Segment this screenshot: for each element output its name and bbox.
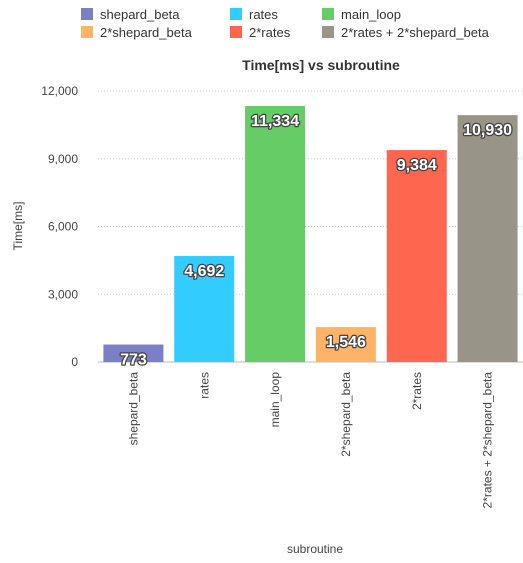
x-tick-label: main_loop	[268, 372, 282, 428]
y-tick-label: 9,000	[48, 152, 78, 166]
legend-label: shepard_beta	[100, 7, 180, 22]
x-tick-label: rates	[197, 372, 211, 399]
bar	[457, 115, 518, 362]
bars: 773 4,692 11,334 1,546 9,384 10,930	[103, 106, 518, 370]
legend-label: 2*rates + 2*shepard_beta	[341, 25, 490, 40]
x-axis-label: subroutine	[287, 542, 343, 556]
x-tick-label: 2*shepard_beta	[339, 372, 353, 457]
bar-value-label: 4,692	[184, 263, 224, 280]
bar-value-label: 9,384	[397, 157, 437, 174]
bar	[103, 344, 164, 362]
legend-label: rates	[249, 7, 278, 22]
legend-swatch	[81, 8, 93, 20]
legend-swatch	[81, 26, 93, 38]
legend: shepard_beta rates main_loop 2*shepard_beta…	[81, 7, 490, 40]
bar-value-label: 773	[120, 352, 147, 369]
legend-label: 2*shepard_beta	[100, 25, 193, 40]
legend-swatch	[230, 26, 242, 38]
x-axis: shepard_beta rates main_loop 2*shepard_beta…	[126, 372, 494, 509]
y-axis-label: Time[ms]	[11, 202, 25, 251]
grid	[98, 90, 523, 363]
bar	[174, 256, 235, 362]
y-tick-label: 12,000	[41, 84, 78, 98]
legend-label: main_loop	[341, 7, 401, 22]
legend-swatch	[322, 26, 334, 38]
y-tick-label: 0	[71, 355, 78, 369]
x-tick-label: 2*rates	[410, 372, 424, 410]
bar	[315, 327, 376, 362]
y-tick-label: 6,000	[48, 220, 78, 234]
chart-title: Time[ms] vs subroutine	[242, 57, 400, 73]
x-tick-label: shepard_beta	[126, 372, 140, 446]
legend-swatch	[230, 8, 242, 20]
bar-value-label: 10,930	[463, 122, 512, 139]
bar	[245, 106, 306, 362]
legend-label: 2*rates	[249, 25, 291, 40]
x-tick-label: 2*rates + 2*shepard_beta	[481, 372, 495, 509]
legend-swatch	[322, 8, 334, 20]
y-tick-label: 3,000	[48, 287, 78, 301]
bar-value-label: 11,334	[251, 113, 299, 130]
bar-value-label: 1,546	[326, 334, 366, 351]
bar	[386, 150, 447, 362]
y-axis: 0 3,000 6,000 9,000 12,000	[41, 84, 78, 369]
